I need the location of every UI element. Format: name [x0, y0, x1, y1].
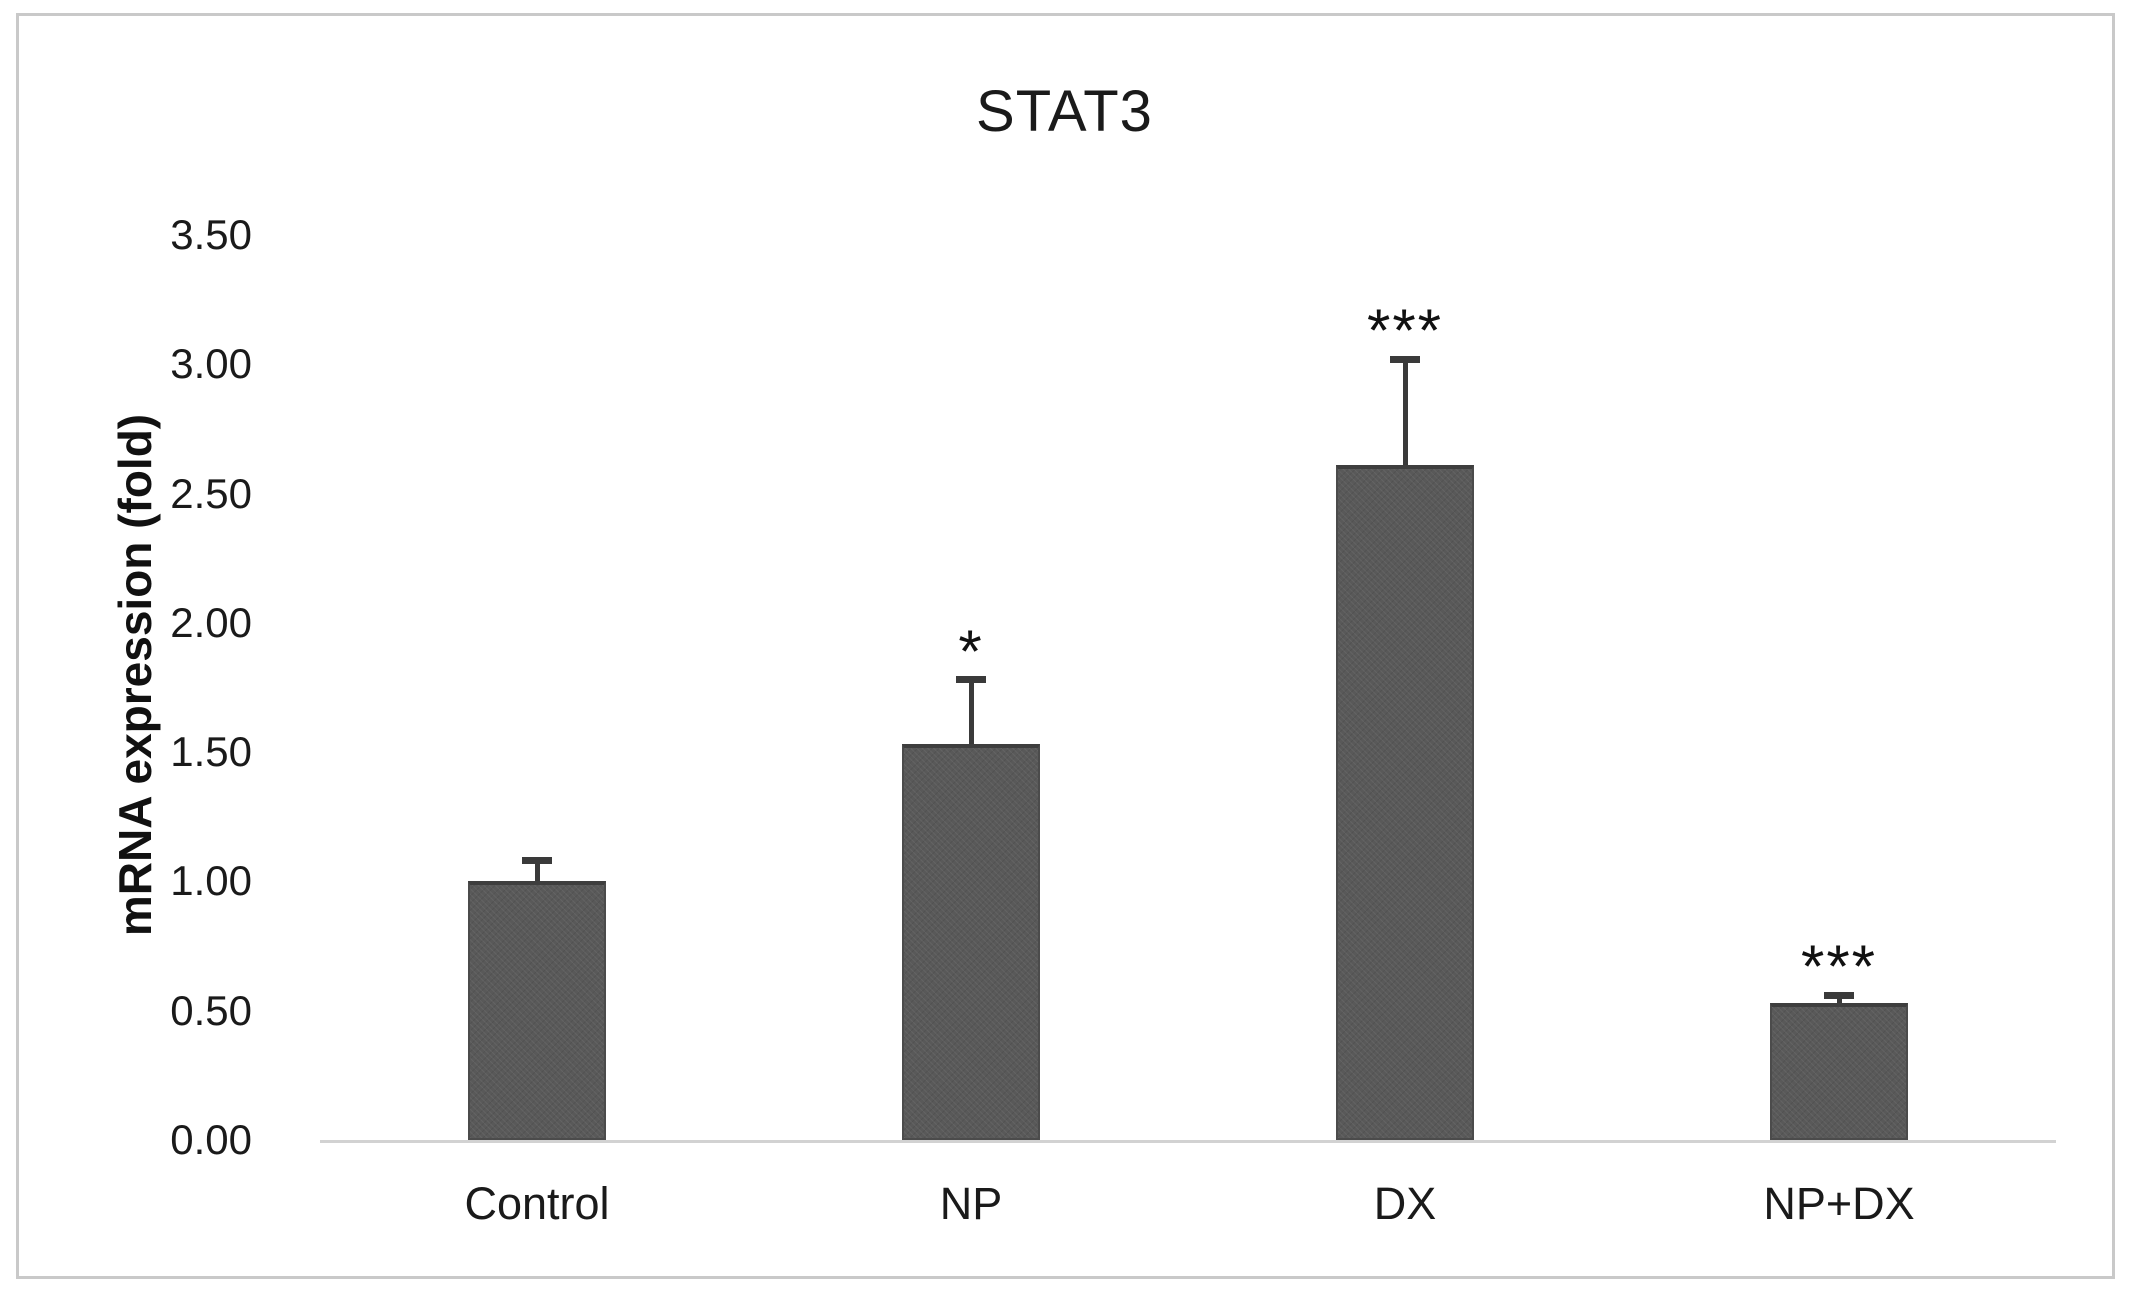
x-axis-line: [320, 1140, 2056, 1143]
error-bar-cap: [1390, 355, 1420, 363]
y-tick-label: 0.00: [170, 1116, 252, 1163]
error-bar-line: [1836, 995, 1842, 1003]
y-tick-label: 2.50: [170, 469, 252, 517]
x-tick-label: NP: [939, 1178, 1003, 1229]
x-tick-label: NP+DX: [1763, 1178, 1915, 1229]
y-tick-label: 0.50: [170, 986, 252, 1034]
error-bar-cap: [1824, 991, 1854, 999]
significance-label: ***: [1800, 933, 1878, 1001]
error-bar-line: [1402, 359, 1408, 466]
y-tick-label: 3.00: [170, 340, 252, 388]
error-bar-cap: [956, 676, 986, 684]
y-tick-label: 2.00: [170, 598, 252, 646]
significance-label: *: [958, 617, 984, 685]
error-bar-cap: [522, 857, 552, 865]
y-tick-label: 1.00: [170, 857, 252, 905]
x-tick-label: DX: [1373, 1178, 1437, 1229]
x-tick-label: Control: [464, 1178, 610, 1229]
error-bar-line: [534, 860, 540, 882]
y-tick-label: 3.50: [170, 211, 252, 258]
bar: [1770, 1002, 1908, 1140]
y-tick-label: 1.50: [170, 728, 252, 776]
bar: [1336, 465, 1474, 1140]
significance-label: ***: [1366, 297, 1444, 365]
bar: [902, 744, 1040, 1140]
error-bar-line: [968, 679, 974, 745]
bar: [468, 881, 606, 1140]
chart-title: STAT3: [976, 79, 1153, 144]
